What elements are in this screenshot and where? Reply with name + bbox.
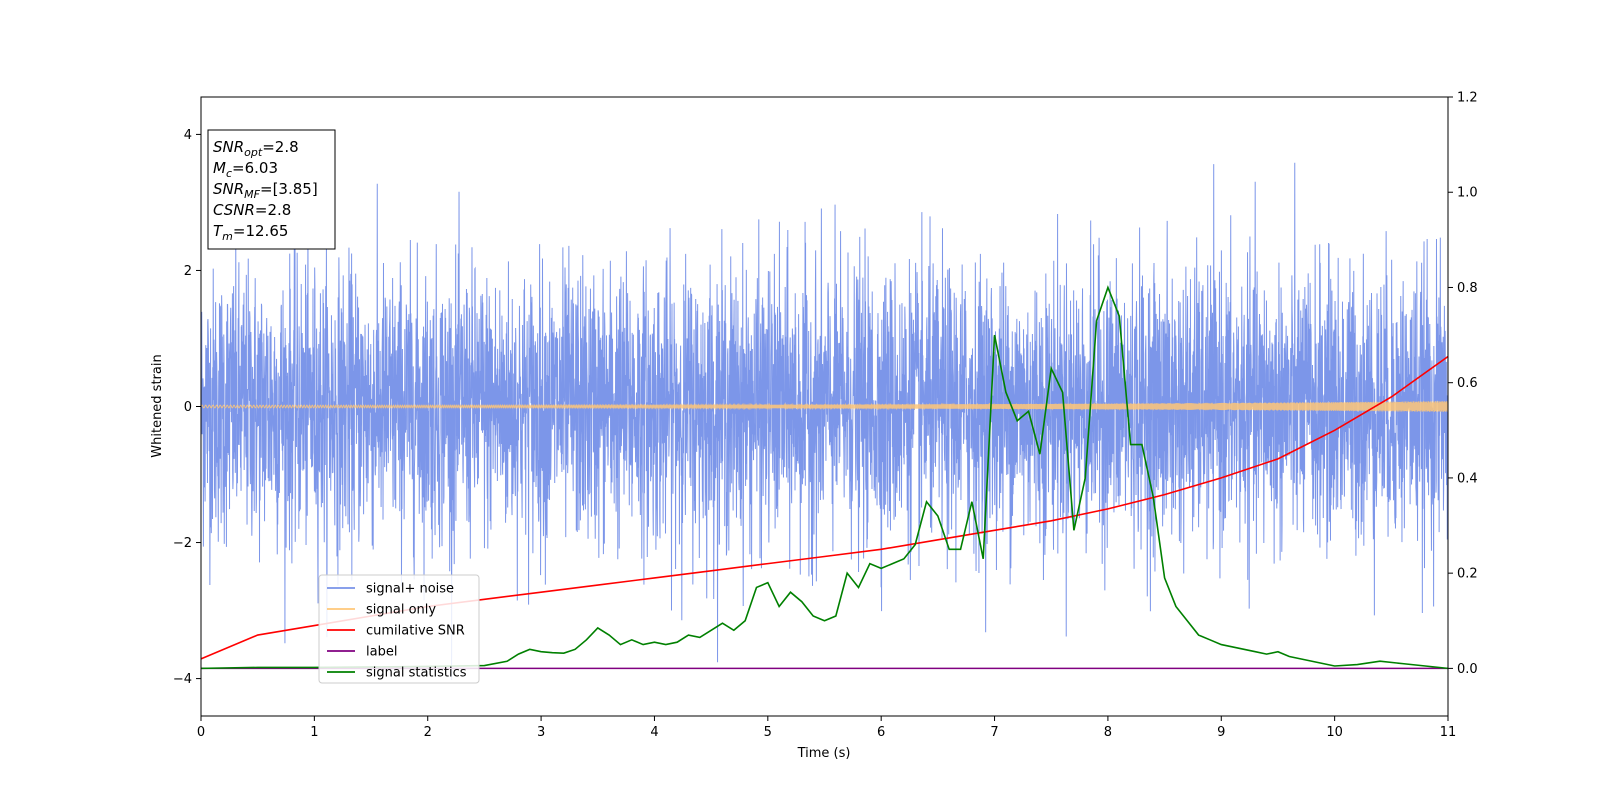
- y2-tick-label: 0.2: [1457, 567, 1478, 582]
- y-tick-label: −2: [173, 536, 192, 551]
- x-tick-label: 8: [1104, 725, 1112, 740]
- x-tick-label: 1: [310, 725, 318, 740]
- legend: signal+ noise signal only cumilative SNR la…: [318, 574, 480, 684]
- y-tick-label: −4: [173, 672, 192, 687]
- y-axis-left: −4 −2 0 2 4: [173, 128, 201, 687]
- series-signal-noise-line: [201, 162, 1448, 681]
- y2-tick-label: 0.6: [1457, 376, 1478, 391]
- y-axis-label: Whitened strain: [150, 354, 165, 457]
- y-tick-label: 4: [184, 128, 192, 143]
- x-tick-label: 0: [197, 725, 205, 740]
- x-tick-label: 3: [537, 725, 545, 740]
- series-signal-only-line: [201, 401, 1448, 412]
- legend-entry: cumilative SNR: [366, 624, 465, 639]
- y-tick-label: 2: [184, 264, 192, 279]
- legend-entry: signal+ noise: [366, 582, 454, 597]
- legend-entry: signal only: [366, 603, 436, 618]
- y2-tick-label: 0.4: [1457, 471, 1478, 486]
- legend-entry: label: [366, 645, 397, 660]
- x-tick-label: 10: [1326, 725, 1343, 740]
- y2-tick-label: 0.0: [1457, 662, 1478, 677]
- x-tick-label: 7: [990, 725, 998, 740]
- x-tick-label: 4: [650, 725, 658, 740]
- legend-entry: signal statistics: [366, 666, 467, 681]
- annotation-line: Tm=12.65: [213, 222, 288, 243]
- y2-tick-label: 1.0: [1457, 186, 1478, 201]
- x-tick-label: 5: [764, 725, 772, 740]
- x-tick-label: 11: [1440, 725, 1457, 740]
- x-axis-label: Time (s): [797, 746, 851, 761]
- legend-frame: [318, 574, 480, 684]
- annotation-line: SNRopt=2.8: [213, 138, 299, 159]
- x-tick-label: 9: [1217, 725, 1225, 740]
- y2-tick-label: 0.8: [1457, 281, 1478, 296]
- x-tick-label: 2: [424, 725, 432, 740]
- y-axis-right: 0.0 0.2 0.4 0.6 0.8 1.0 1.2: [1448, 91, 1478, 677]
- y2-tick-label: 1.2: [1457, 91, 1478, 106]
- annotation-line: Mc=6.03: [213, 159, 278, 180]
- series-signal-statistics-line: [201, 285, 1448, 670]
- x-tick-label: 6: [877, 725, 885, 740]
- y-tick-label: 0: [184, 400, 192, 415]
- x-axis: 0 1 2 3 4 5 6 7 8 9 10 11: [197, 716, 1456, 740]
- annotation-box-frame: [207, 129, 336, 250]
- annotation-line: CSNR=2.8: [213, 201, 291, 219]
- annotation-line: SNRMF=[3.85]: [213, 180, 318, 201]
